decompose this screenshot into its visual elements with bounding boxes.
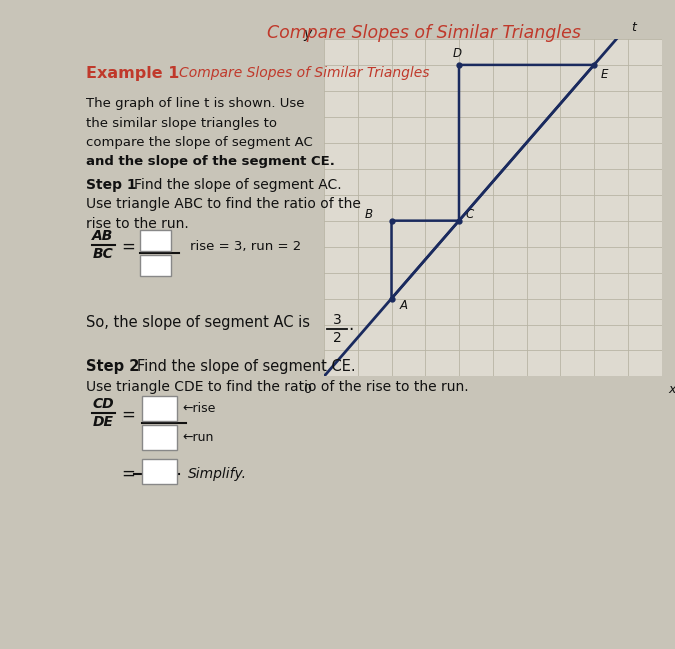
FancyBboxPatch shape — [140, 255, 171, 276]
Text: C: C — [466, 208, 474, 221]
Text: Find the slope of segment CE.: Find the slope of segment CE. — [138, 359, 356, 374]
Text: So, the slope of segment AC is: So, the slope of segment AC is — [86, 315, 310, 330]
Text: ←rise: ←rise — [182, 402, 216, 415]
Text: Use triangle ABC to find the ratio of the: Use triangle ABC to find the ratio of th… — [86, 197, 360, 212]
Text: the similar slope triangles to: the similar slope triangles to — [86, 117, 277, 130]
Text: Example 1: Example 1 — [86, 66, 179, 80]
Text: 3: 3 — [333, 313, 342, 328]
Text: t: t — [631, 21, 636, 34]
FancyBboxPatch shape — [142, 396, 177, 421]
Text: The graph of line t is shown. Use: The graph of line t is shown. Use — [86, 97, 304, 110]
Text: D: D — [452, 47, 461, 60]
Text: B: B — [364, 208, 373, 221]
FancyBboxPatch shape — [142, 425, 177, 450]
Text: Compare Slopes of Similar Triangles: Compare Slopes of Similar Triangles — [179, 66, 429, 80]
Text: =: = — [121, 238, 135, 255]
FancyBboxPatch shape — [140, 230, 171, 251]
Text: AB: AB — [92, 229, 113, 243]
Text: .: . — [348, 316, 354, 334]
Text: CD: CD — [92, 397, 114, 411]
Text: E: E — [601, 68, 608, 81]
Text: 2: 2 — [333, 331, 342, 345]
Text: =: = — [121, 465, 135, 483]
Text: rise = 3, run = 2: rise = 3, run = 2 — [190, 239, 302, 252]
Text: Find the slope of segment AC.: Find the slope of segment AC. — [134, 178, 341, 192]
Text: compare the slope of segment AC: compare the slope of segment AC — [86, 136, 313, 149]
Text: Step 1: Step 1 — [86, 178, 136, 192]
Text: y: y — [303, 27, 311, 41]
Text: Compare Slopes of Similar Triangles: Compare Slopes of Similar Triangles — [267, 25, 580, 42]
Text: Step 2: Step 2 — [86, 359, 139, 374]
FancyBboxPatch shape — [142, 459, 177, 484]
Text: 0: 0 — [303, 383, 311, 396]
Text: Simplify.: Simplify. — [188, 467, 247, 481]
Text: rise to the run.: rise to the run. — [86, 217, 188, 230]
Text: and the slope of the segment CE.: and the slope of the segment CE. — [86, 155, 334, 168]
Text: ←run: ←run — [182, 431, 214, 444]
Text: DE: DE — [92, 415, 113, 429]
Text: A: A — [400, 299, 408, 312]
Text: Use triangle CDE to find the ratio of the rise to the run.: Use triangle CDE to find the ratio of th… — [86, 380, 468, 394]
Text: x: x — [668, 383, 675, 396]
Text: BC: BC — [92, 247, 113, 261]
Text: =: = — [121, 405, 135, 423]
